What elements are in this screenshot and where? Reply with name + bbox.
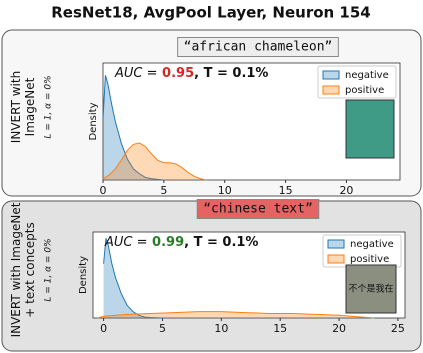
density-line	[102, 75, 164, 181]
area-fill	[103, 238, 163, 318]
concept-image	[345, 264, 397, 314]
panel-sublabel: L = 1, α = 0%	[44, 238, 54, 301]
x-tick-label: 5	[160, 184, 167, 197]
x-tick-label: 10	[218, 184, 232, 197]
legend-label: positive	[350, 254, 389, 265]
panel-label: INVERT withImageNet	[9, 71, 37, 143]
legend-swatch	[322, 85, 340, 95]
x-tick-label: 10	[214, 322, 228, 335]
x-tick-label: 15	[273, 322, 287, 335]
concept-label: “chinese text”	[203, 202, 313, 217]
x-tick-label: 15	[279, 184, 293, 197]
legend-swatch	[322, 70, 340, 80]
x-tick-label: 0	[100, 322, 107, 335]
auc-text: AUC =	[114, 66, 158, 81]
panel-sublabel: L = 1, α = 0%	[44, 75, 54, 138]
auc-text: AUC =	[104, 235, 148, 250]
panel-label: INVERT with ImageNet+ text concepts	[9, 202, 37, 337]
auc-value: 0.95	[162, 66, 194, 81]
legend-swatch	[327, 254, 345, 264]
panel-label-line: ImageNet	[23, 77, 37, 136]
density-line	[97, 311, 375, 319]
concept-image	[345, 99, 395, 159]
threshold: , T = 0.1%	[194, 66, 268, 81]
panel-label-line: INVERT with ImageNet	[9, 202, 23, 337]
auc-annotation: AUC = 0.99, T = 0.1%	[104, 235, 258, 250]
panel-label-line: INVERT with	[9, 71, 23, 143]
concept-label: “african chameleon”	[184, 40, 333, 55]
auc-annotation: AUC = 0.95, T = 0.1%	[114, 66, 268, 81]
legend-swatch	[327, 239, 345, 249]
legend-box	[317, 65, 397, 99]
threshold: , T = 0.1%	[184, 235, 258, 250]
legend-label: negative	[350, 239, 394, 250]
density-line	[102, 142, 207, 181]
x-tick-label: 0	[100, 184, 107, 197]
panel-label-line: + text concepts	[23, 222, 37, 317]
auc-value: 0.99	[152, 235, 184, 250]
area-fill	[103, 75, 164, 180]
image-text: 不个是我在	[348, 283, 393, 295]
legend-label: negative	[345, 70, 389, 81]
concept-box	[177, 37, 339, 57]
x-tick-label: 20	[332, 322, 346, 335]
x-tick-label: 5	[159, 322, 166, 335]
figure-title: ResNet18, AvgPool Layer, Neuron 154	[51, 4, 371, 22]
x-tick-label: 20	[339, 184, 353, 197]
density-line	[103, 238, 163, 319]
legend-label: positive	[345, 85, 384, 96]
concept-box	[196, 199, 320, 219]
x-tick-label: 25	[391, 322, 405, 335]
y-axis-label: Density	[88, 102, 99, 140]
area-fill	[103, 143, 207, 180]
y-axis-label: Density	[78, 256, 89, 294]
